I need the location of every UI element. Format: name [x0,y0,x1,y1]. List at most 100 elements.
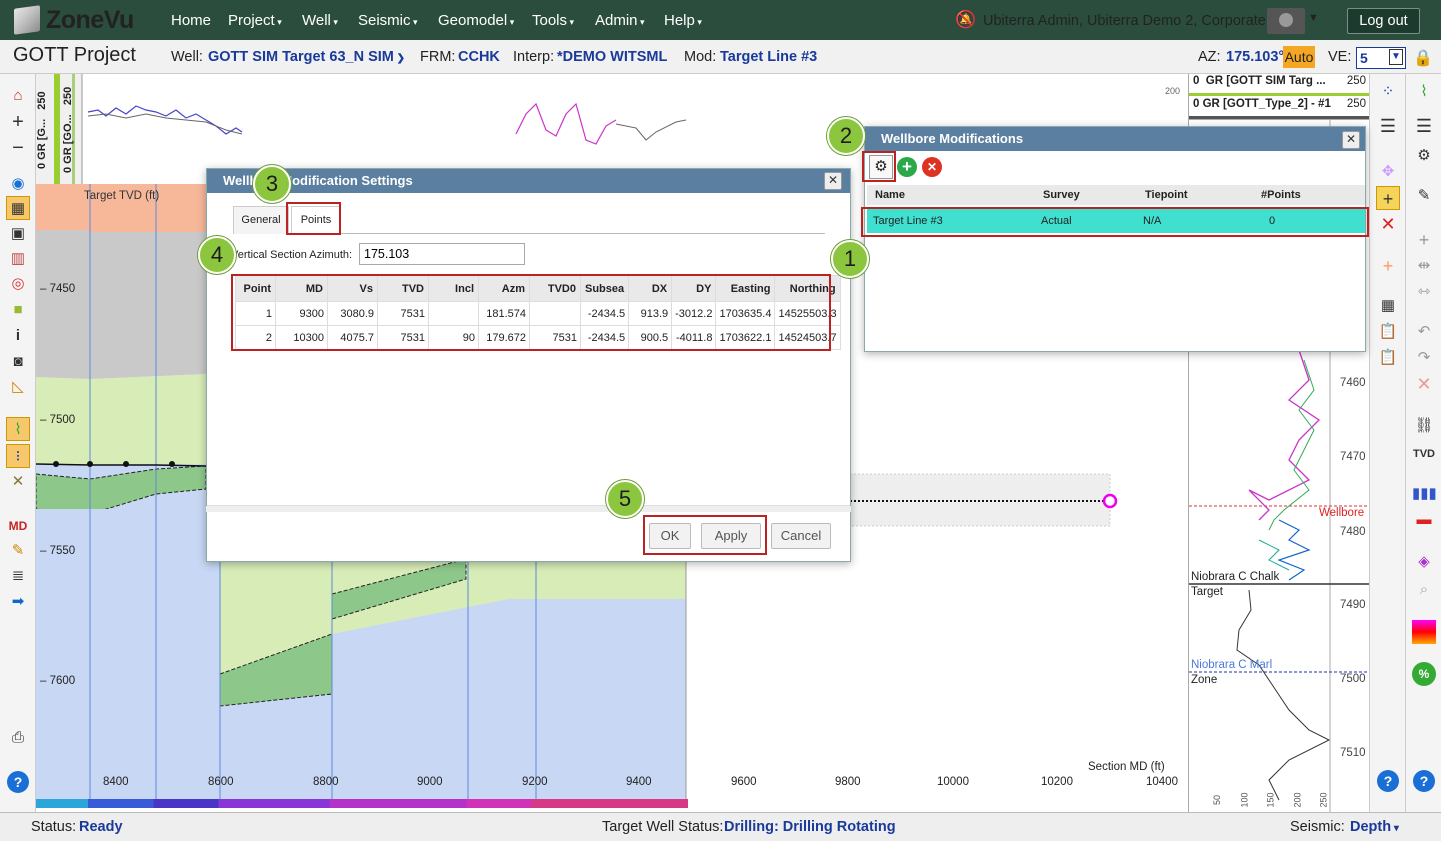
clear-icon[interactable]: ✕ [1416,374,1432,394]
lines-icon[interactable]: ≣ [11,567,25,584]
compass-icon[interactable]: ◉ [11,175,25,192]
cancel-button[interactable]: Cancel [771,523,831,549]
move-icon[interactable]: ✥ [1381,163,1395,180]
zonevu-logo[interactable]: ZoneVu [14,5,134,35]
horizon-icon[interactable]: ⌇ [1420,83,1428,100]
table-row[interactable]: 1 9300 3080.9 7531 181.574 -2434.5 913.9 -3012.… [235,301,841,326]
rect-icon[interactable]: ▬ [1416,511,1432,528]
ok-button[interactable]: OK [649,523,691,549]
frm-value[interactable]: CCHK [458,49,500,65]
nav-help[interactable]: Help ▾ [664,12,702,29]
print-icon[interactable]: ⎙ [11,729,24,746]
avatar-caret-icon[interactable]: ▼ [1308,12,1319,24]
pencil-icon[interactable]: ✎ [11,542,25,559]
camera-icon[interactable]: ◙ [13,353,23,370]
info-icon[interactable]: i [15,327,21,344]
nav-admin[interactable]: Admin ▾ [595,12,645,29]
tvd-icon[interactable]: TVD [1413,448,1435,460]
geomodel-cube-icon[interactable]: ■ [13,301,23,318]
select-caret-icon: ▼ [1389,49,1403,65]
close-icon[interactable]: ✕ [824,172,842,190]
nav-project[interactable]: Project ▾ [228,12,282,29]
grid-icon[interactable]: ▦ [6,196,30,220]
nav-tools[interactable]: Tools ▾ [532,12,575,29]
project-bar [0,40,1441,74]
3d-icon[interactable]: ▣ [10,225,26,242]
right-tvd-tick: 7460 [1340,377,1366,389]
seismic-icon[interactable]: ▥ [10,250,26,267]
nav-home[interactable]: Home [171,12,212,29]
md-tick: 10200 [1041,776,1073,788]
right-log-track2[interactable]: 0 GR [GOTT_Type_2] - #1 250 [1189,97,1369,119]
clipboard-icon[interactable]: 📋 [1378,323,1398,340]
ruler-icon[interactable]: ◺ [12,378,24,395]
paste-icon[interactable]: 📋 [1378,349,1398,366]
close-icon[interactable]: ✕ [1342,131,1360,149]
table-row[interactable]: Target Line #3 Actual N/A 0 [867,209,1365,233]
insert-icon[interactable]: + [1382,256,1394,276]
top-log-scale: 200 [1165,86,1181,96]
search-icon[interactable]: ⌕ [1419,581,1429,598]
azimuth-input[interactable] [359,243,525,265]
formation-color-strip [36,799,688,808]
gr-tick: 50 [1212,794,1223,806]
logo-cube-icon [14,5,40,35]
right-log-track1[interactable]: 0 GR [GOTT SIM Targ ... 250 [1189,74,1369,96]
list-icon[interactable]: ☰ [1379,116,1397,136]
link-icon[interactable]: ⛓ [1414,417,1434,434]
pencil-icon[interactable]: ✎ [1417,187,1431,204]
tab-general[interactable]: General [233,206,289,234]
nav-seismic[interactable]: Seismic ▾ [358,12,418,29]
wellbore-label: Wellbore [1319,507,1365,519]
seismic-select[interactable]: Depth ▾ [1350,819,1399,835]
redo-icon[interactable]: ↷ [1417,349,1431,366]
undo-icon[interactable]: ↶ [1417,323,1431,340]
cube-icon[interactable]: ◈ [1418,553,1430,570]
notifications-off-icon[interactable]: 🔕 [955,10,977,29]
add-point-icon[interactable]: + [1376,186,1400,210]
nav-well[interactable]: Well ▾ [302,12,338,29]
nav-geomodel[interactable]: Geomodel ▾ [438,12,515,29]
well-selector[interactable]: GOTT SIM Target 63_N SIM ❯ [208,49,406,65]
ve-select[interactable]: 5 ▼ [1356,47,1406,69]
delete-button[interactable]: ✕ [922,157,942,177]
horizon-icon[interactable]: ⌇ [6,417,30,441]
table-icon[interactable]: ▦ [1380,297,1396,314]
gear-icon[interactable]: ⚙ [1417,147,1431,164]
tvd-tick: – 7450 [40,283,76,295]
mod-value[interactable]: Target Line #3 [720,49,818,65]
avatar[interactable] [1267,8,1305,34]
arrow-right-icon[interactable]: ➡ [11,593,25,610]
md-tick: 9000 [417,776,443,788]
home-icon[interactable]: ⌂ [13,87,23,104]
percent-icon[interactable]: % [1412,662,1436,686]
logout-button[interactable]: Log out [1347,8,1420,34]
right-tvd-tick: 7500 [1340,673,1366,685]
split-horizontal-icon[interactable]: ⇹ [1417,257,1431,274]
points-icon[interactable]: ⁝ [6,444,30,468]
add-icon[interactable]: + [1418,230,1430,250]
list-icon[interactable]: ☰ [1415,116,1433,136]
zoom-out-icon[interactable]: − [12,137,24,159]
dots-icon[interactable]: ⁘ [1381,83,1395,100]
settings-gear-button[interactable]: ⚙ [869,155,893,179]
faults-icon[interactable]: ✕ [11,473,25,490]
help-icon[interactable]: ? [1413,770,1435,792]
apply-button[interactable]: Apply [701,523,761,549]
colorbar-icon[interactable] [1412,620,1436,644]
add-button[interactable]: + [897,157,917,177]
lock-icon[interactable]: 🔒 [1413,50,1433,67]
auto-button[interactable]: Auto [1283,46,1315,68]
help-icon[interactable]: ? [7,771,29,793]
col-incl: Incl [428,275,479,302]
target-icon[interactable]: ◎ [11,275,25,292]
seismic-label: Seismic: [1290,819,1345,835]
columns-icon[interactable]: ▮▮▮ [1412,485,1437,502]
md-tick: 9600 [731,776,757,788]
delete-point-icon[interactable]: ✕ [1380,214,1396,234]
split-vertical-icon[interactable]: ⇿ [1417,283,1431,300]
md-icon[interactable]: MD [8,519,28,533]
zoom-in-icon[interactable]: + [12,111,24,133]
interp-value[interactable]: *DEMO WITSML [557,49,668,65]
help-icon[interactable]: ? [1377,770,1399,792]
